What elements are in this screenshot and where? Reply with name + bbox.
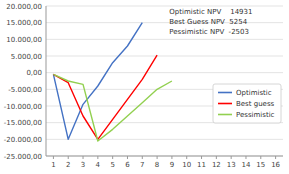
x-tick-label: 1 <box>51 161 55 169</box>
x-tick <box>171 156 172 159</box>
x-tick <box>201 156 202 159</box>
grid-line <box>46 72 283 73</box>
y-tick-label: 20.000,00 <box>6 3 42 11</box>
legend: Optimistic Best guess Pessimistic <box>213 84 281 123</box>
y-tick-label: 10.000,00 <box>6 36 42 44</box>
series-line <box>53 55 157 139</box>
grid-line <box>46 56 283 57</box>
legend-swatch <box>218 92 232 94</box>
x-tick <box>186 156 187 159</box>
x-tick-label: 15 <box>256 161 265 169</box>
x-tick <box>275 156 276 159</box>
x-tick-label: 13 <box>227 161 236 169</box>
x-tick-label: 10 <box>182 161 191 169</box>
x-tick-label: 16 <box>271 161 280 169</box>
y-tick-label: 5.000,00 <box>11 53 42 61</box>
x-tick <box>83 156 84 159</box>
legend-swatch <box>218 103 232 105</box>
x-tick-label: 4 <box>96 161 101 169</box>
y-tick-label: -10.000,00 <box>4 103 42 111</box>
x-tick-label: 2 <box>66 161 70 169</box>
chart: -25.000,00 -20.000,00 -15.000,00 -10.000,00… <box>0 0 289 174</box>
grid <box>46 6 283 156</box>
grid-line <box>46 156 283 157</box>
y-tick-label: -5.000,00 <box>8 86 42 94</box>
x-tick-label: 12 <box>212 161 221 169</box>
x-tick-label: 6 <box>125 161 130 169</box>
y-tick-label: -25.000,00 <box>4 153 42 161</box>
annotation-line: Optimistic NPV 14931 <box>169 8 252 16</box>
legend-box <box>213 84 281 123</box>
x-tick <box>53 156 54 159</box>
legend-label: Optimistic <box>236 89 272 97</box>
grid-line <box>46 139 283 140</box>
x-tick-label: 11 <box>197 161 206 169</box>
annotation: Optimistic NPV 14931 Best Guess NPV 5254 P… <box>169 8 252 36</box>
grid-line <box>46 6 283 7</box>
x-tick <box>112 156 113 159</box>
x-tick-label: 5 <box>110 161 114 169</box>
legend-label: Best guess <box>236 100 275 108</box>
x-tick <box>260 156 261 159</box>
y-axis-line <box>46 6 47 156</box>
x-tick-label: 3 <box>81 161 85 169</box>
x-tick <box>127 156 128 159</box>
x-axis-line <box>46 156 283 157</box>
annotation-line: Best Guess NPV 5254 <box>169 18 247 26</box>
x-tick <box>68 156 69 159</box>
y-tick-label: -15.000,00 <box>4 119 42 127</box>
y-tick-label: 15.000,00 <box>6 19 42 27</box>
x-tick <box>142 156 143 159</box>
annotation-line: Pessimistic NPV -2503 <box>169 28 249 36</box>
legend-swatch <box>218 114 232 116</box>
series-group <box>53 23 172 141</box>
series-line <box>53 74 172 141</box>
y-tick-label: 0,00 <box>26 69 42 77</box>
legend-label: Pessimistic <box>236 111 275 119</box>
x-tick <box>245 156 246 159</box>
grid-line <box>46 22 283 23</box>
x-tick-label: 9 <box>170 161 174 169</box>
y-tick-label: -20.000,00 <box>4 136 42 144</box>
x-tick <box>157 156 158 159</box>
grid-line <box>46 39 283 40</box>
x-tick <box>231 156 232 159</box>
x-tick <box>97 156 98 159</box>
x-tick-label: 14 <box>242 161 251 169</box>
x-tick-label: 7 <box>140 161 144 169</box>
x-tick <box>216 156 217 159</box>
x-tick-label: 8 <box>155 161 159 169</box>
